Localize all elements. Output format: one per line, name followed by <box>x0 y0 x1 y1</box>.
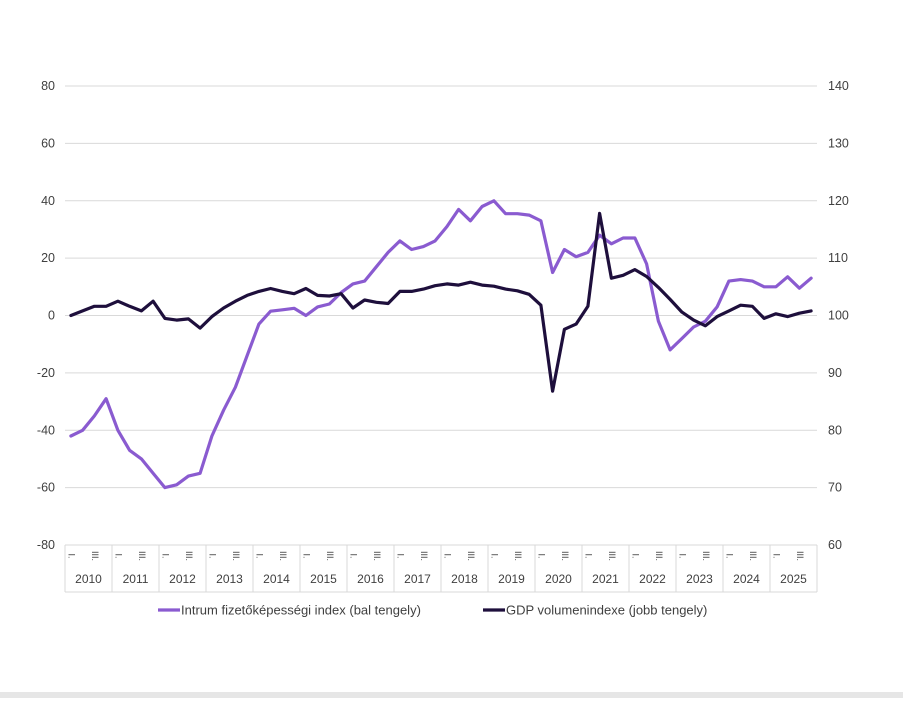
quarter-label: III. <box>654 551 664 561</box>
bottom-rule <box>0 692 903 698</box>
quarter-label: I. <box>631 553 641 558</box>
legend: Intrum fizetőképességi index (bal tengel… <box>158 603 707 618</box>
left-tick-label: 40 <box>41 194 55 208</box>
year-label: 2016 <box>357 572 384 586</box>
quarter-label: I. <box>255 553 265 558</box>
year-label: 2022 <box>639 572 666 586</box>
quarter-label: I. <box>443 553 453 558</box>
year-label: 2020 <box>545 572 572 586</box>
x-axis: I. III. 2010 I. III. 2011 I. III. 2012 I. III. 2013… <box>64 545 818 593</box>
gridlines <box>65 85 817 546</box>
year-label: 2025 <box>780 572 807 586</box>
series-lines <box>69 199 813 490</box>
quarter-label: III. <box>795 551 805 561</box>
year-label: 2011 <box>123 572 149 586</box>
year-label: 2014 <box>263 572 290 586</box>
quarter-label: III. <box>748 551 758 561</box>
year-label: 2023 <box>686 572 713 586</box>
quarter-label: III. <box>90 551 100 561</box>
quarter-label: I. <box>396 553 406 558</box>
quarter-label: III. <box>231 551 241 561</box>
legend-label: GDP volumenindexe (jobb tengely) <box>506 603 707 618</box>
left-tick-label: -20 <box>37 366 55 380</box>
right-tick-label: 70 <box>828 481 842 495</box>
year-label: 2012 <box>169 572 196 586</box>
quarter-label: I. <box>161 553 171 558</box>
left-tick-label: -40 <box>37 423 55 437</box>
quarter-label: I. <box>114 553 124 558</box>
left-tick-label: -80 <box>37 538 55 552</box>
year-label: 2018 <box>451 572 478 586</box>
right-tick-label: 110 <box>828 251 848 265</box>
quarter-label: I. <box>725 553 735 558</box>
left-tick-label: 80 <box>41 79 55 93</box>
quarter-label: III. <box>701 551 711 561</box>
quarter-label: I. <box>208 553 218 558</box>
quarter-label: III. <box>419 551 429 561</box>
year-label: 2021 <box>592 572 619 586</box>
quarter-label: III. <box>325 551 335 561</box>
left-tick-label: 0 <box>48 309 55 323</box>
quarter-label: III. <box>184 551 194 561</box>
right-tick-label: 90 <box>828 366 842 380</box>
right-tick-label: 120 <box>828 194 849 208</box>
quarter-label: III. <box>372 551 382 561</box>
quarter-label: III. <box>137 551 147 561</box>
year-label: 2013 <box>216 572 243 586</box>
quarter-label: III. <box>607 551 617 561</box>
year-label: 2017 <box>404 572 431 586</box>
year-label: 2019 <box>498 572 525 586</box>
year-label: 2015 <box>310 572 337 586</box>
quarter-label: I. <box>302 553 312 558</box>
left-tick-label: 60 <box>41 136 55 150</box>
quarter-label: I. <box>490 553 500 558</box>
gdp-volume-line <box>69 211 813 393</box>
year-label: 2024 <box>733 572 760 586</box>
intrum-index-line <box>69 199 813 490</box>
quarter-label: I. <box>584 553 594 558</box>
quarter-label: III. <box>278 551 288 561</box>
right-tick-label: 100 <box>828 309 849 323</box>
right-tick-label: 140 <box>828 79 849 93</box>
quarter-label: III. <box>513 551 523 561</box>
quarter-label: III. <box>560 551 570 561</box>
right-tick-label: 130 <box>828 136 849 150</box>
quarter-label: I. <box>67 553 77 558</box>
quarter-label: III. <box>466 551 476 561</box>
legend-label: Intrum fizetőképességi index (bal tengel… <box>181 603 421 618</box>
right-tick-label: 80 <box>828 423 842 437</box>
quarter-label: I. <box>772 553 782 558</box>
quarter-label: I. <box>349 553 359 558</box>
right-tick-label: 60 <box>828 538 842 552</box>
left-axis: 80 60 40 20 0 -20 -40 -60 -80 <box>37 79 55 552</box>
left-tick-label: 20 <box>41 251 55 265</box>
left-tick-label: -60 <box>37 481 55 495</box>
year-label: 2010 <box>75 572 102 586</box>
quarter-label: I. <box>537 553 547 558</box>
right-axis: 140 130 120 110 100 90 80 70 60 <box>828 79 849 552</box>
quarter-label: I. <box>678 553 688 558</box>
